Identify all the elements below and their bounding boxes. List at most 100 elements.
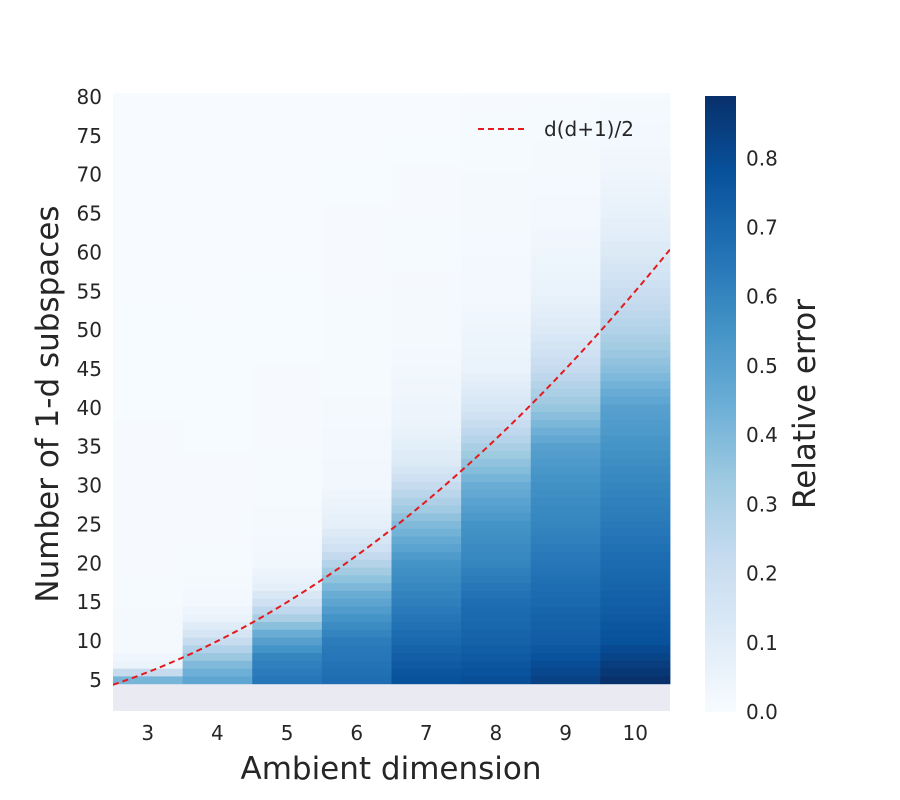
heatmap-cell <box>461 248 532 257</box>
heatmap-cell <box>530 100 601 110</box>
heatmap-cell <box>113 606 184 615</box>
heatmap-cell <box>182 201 253 211</box>
heatmap-cell <box>391 240 462 249</box>
heatmap-cell <box>182 310 253 319</box>
x-tick-label: 9 <box>559 721 572 745</box>
y-tick-label: 15 <box>77 590 102 614</box>
heatmap-cell <box>113 458 184 467</box>
y-tick-label: 75 <box>77 124 102 148</box>
heatmap-cell <box>252 256 323 265</box>
heatmap-cell <box>600 419 671 428</box>
heatmap-cell <box>391 217 462 226</box>
heatmap-cell <box>182 256 253 265</box>
heatmap-cell <box>252 660 323 669</box>
heatmap-cell <box>113 411 184 420</box>
heatmap-cell <box>182 302 253 312</box>
heatmap-cell <box>252 442 323 452</box>
heatmap-cell <box>391 380 462 389</box>
heatmap-cell <box>600 512 671 521</box>
heatmap-cell <box>252 326 323 335</box>
heatmap-cell <box>391 155 462 164</box>
heatmap-cell <box>530 209 601 218</box>
y-tick-label: 20 <box>77 551 102 575</box>
heatmap-cell <box>461 225 532 234</box>
heatmap-cell <box>461 380 532 389</box>
heatmap-cell <box>182 629 253 638</box>
heatmap-cell <box>113 660 184 669</box>
heatmap-cell <box>391 528 462 537</box>
heatmap-cell <box>321 124 392 133</box>
heatmap-cell <box>252 396 323 405</box>
heatmap-cell <box>391 606 462 615</box>
heatmap-cell <box>113 186 184 195</box>
y-tick-label: 60 <box>77 240 102 264</box>
heatmap-cell <box>182 341 253 350</box>
heatmap-cell <box>113 264 184 273</box>
heatmap-cell <box>530 287 601 296</box>
heatmap-cell <box>600 435 671 444</box>
heatmap-cell <box>530 186 601 195</box>
heatmap-cell <box>461 637 532 646</box>
heatmap-cell <box>321 178 392 187</box>
heatmap-cell <box>113 528 184 537</box>
heatmap-cell <box>600 536 671 545</box>
heatmap-cell <box>252 435 323 444</box>
heatmap-cell <box>321 528 392 537</box>
heatmap-cell <box>600 357 671 366</box>
heatmap-cell <box>113 676 184 685</box>
heatmap-cell <box>600 365 671 374</box>
heatmap-cell <box>600 108 671 117</box>
heatmap-cell <box>113 131 184 141</box>
heatmap-cell <box>113 396 184 405</box>
heatmap-cell <box>182 489 253 498</box>
heatmap-cell <box>182 217 253 226</box>
heatmap-cell <box>600 520 671 529</box>
heatmap-cell <box>182 497 253 506</box>
heatmap-cell <box>321 108 392 117</box>
heatmap-cell <box>530 256 601 265</box>
heatmap-cell <box>252 590 323 599</box>
heatmap-cell <box>461 326 532 335</box>
heatmap-cell <box>600 528 671 537</box>
heatmap-cell <box>113 287 184 296</box>
heatmap-cell <box>461 240 532 249</box>
heatmap-cell <box>113 124 184 133</box>
heatmap-cell <box>321 147 392 156</box>
heatmap-cell <box>113 248 184 257</box>
heatmap-cell <box>113 536 184 545</box>
heatmap-cell <box>391 201 462 211</box>
heatmap-cell <box>461 404 532 413</box>
heatmap-cell <box>530 676 601 685</box>
x-axis-ticks: 3 4 5 6 7 8 9 10 <box>141 721 647 745</box>
heatmap-cell <box>182 139 253 148</box>
heatmap-cell <box>461 598 532 607</box>
heatmap-cell <box>113 590 184 599</box>
heatmap-cell <box>252 365 323 374</box>
heatmap-cell <box>530 310 601 319</box>
colorbar-ticks: 0.0 0.1 0.2 0.3 0.4 0.5 0.6 0.7 0.8 <box>746 146 778 724</box>
heatmap-cell <box>530 194 601 203</box>
heatmap-cell <box>113 621 184 630</box>
heatmap-cell <box>600 582 671 591</box>
heatmap-cell <box>252 637 323 646</box>
heatmap-cell <box>252 466 323 475</box>
heatmap-cell <box>182 582 253 591</box>
heatmap-cell <box>600 139 671 148</box>
heatmap-cell <box>461 388 532 397</box>
heatmap-cell <box>530 155 601 164</box>
heatmap-cell <box>252 458 323 467</box>
heatmap-cell <box>391 194 462 203</box>
heatmap-cell <box>321 582 392 591</box>
heatmap-cell <box>321 225 392 234</box>
heatmap-cell <box>461 372 532 382</box>
heatmap-cell <box>391 559 462 568</box>
heatmap-cell <box>461 543 532 553</box>
heatmap-cell <box>461 427 532 436</box>
y-tick-label: 70 <box>77 163 102 187</box>
heatmap-cell <box>182 419 253 428</box>
heatmap-cell <box>391 637 462 646</box>
heatmap-cell <box>252 170 323 180</box>
heatmap-cell <box>530 201 601 211</box>
heatmap-cell <box>252 536 323 545</box>
heatmap-cell <box>461 131 532 141</box>
